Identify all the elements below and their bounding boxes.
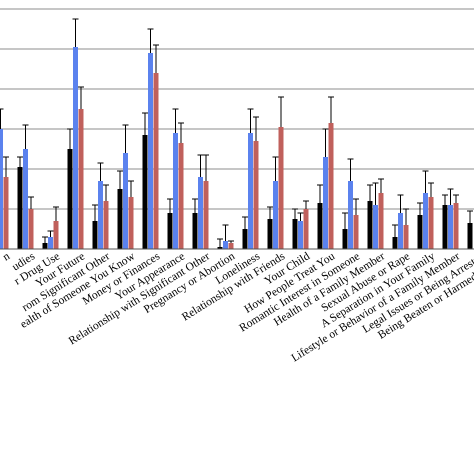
bar	[448, 205, 453, 249]
x-tick-label: n	[1, 250, 12, 263]
bar	[223, 241, 228, 249]
bar	[348, 181, 353, 249]
bar	[378, 193, 384, 249]
bar	[198, 177, 203, 249]
bar	[128, 197, 134, 249]
bar	[67, 149, 73, 249]
bar	[228, 243, 234, 249]
bar	[267, 219, 273, 249]
bar	[278, 127, 284, 249]
bar	[142, 135, 148, 249]
bar	[367, 201, 373, 249]
bar	[28, 209, 34, 249]
bar	[103, 201, 109, 249]
bar	[192, 213, 198, 249]
bar	[78, 109, 84, 249]
bar	[123, 153, 128, 249]
bar	[48, 237, 53, 249]
bar	[323, 157, 328, 249]
bar	[467, 223, 473, 249]
bar	[217, 247, 223, 249]
bar	[353, 215, 359, 249]
bar	[292, 219, 298, 249]
bar	[148, 53, 153, 249]
bar	[178, 143, 184, 249]
bar	[242, 229, 248, 249]
bar	[23, 149, 28, 249]
bar	[417, 215, 423, 249]
bar	[317, 203, 323, 249]
bar	[248, 133, 253, 249]
bar	[423, 193, 428, 249]
bar	[203, 181, 209, 249]
bar	[92, 221, 98, 249]
bar	[98, 181, 103, 249]
bar	[328, 123, 334, 249]
bar	[153, 73, 159, 249]
bar	[53, 221, 59, 249]
bar	[117, 189, 123, 249]
bar	[442, 205, 448, 249]
bar	[398, 213, 403, 249]
bar	[403, 225, 409, 249]
bar	[42, 243, 48, 249]
bar	[342, 229, 348, 249]
bar	[453, 203, 459, 249]
bar	[17, 167, 23, 249]
bar	[298, 221, 303, 249]
bar	[0, 129, 3, 249]
bar	[167, 213, 173, 249]
bar	[273, 181, 278, 249]
bar	[3, 177, 9, 249]
bar	[173, 133, 178, 249]
bar	[428, 197, 434, 249]
bar	[73, 47, 78, 249]
bar	[373, 205, 378, 249]
bar	[303, 209, 309, 249]
bar	[253, 141, 259, 249]
bar	[392, 237, 398, 249]
